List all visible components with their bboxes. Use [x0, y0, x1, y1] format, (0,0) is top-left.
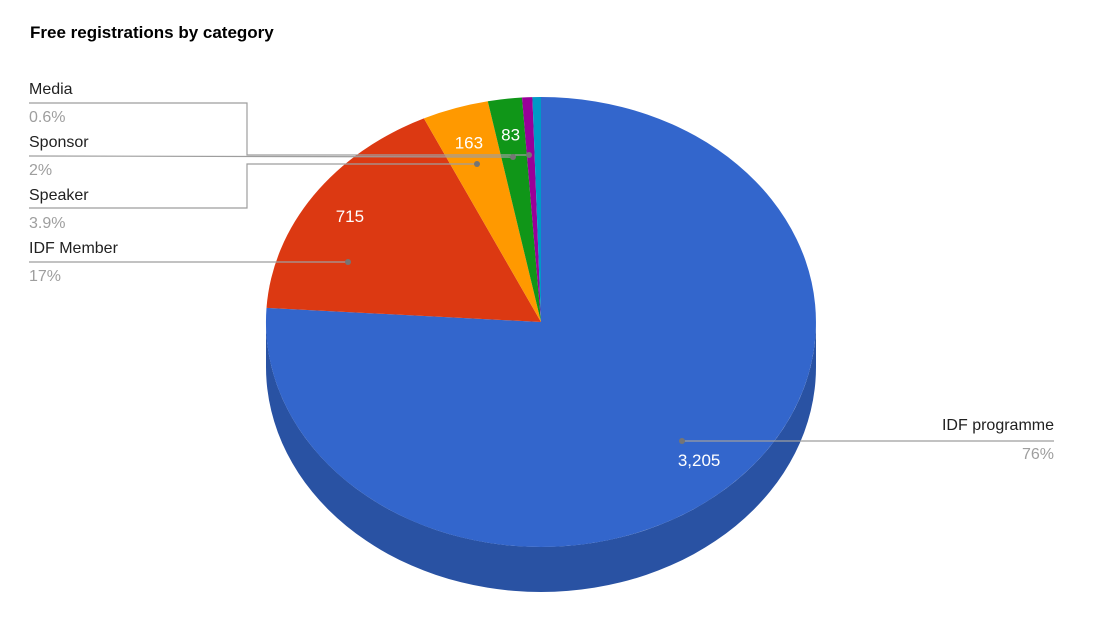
pie-slices [265, 96, 816, 547]
slice-value-label: 3,205 [678, 451, 721, 470]
connector-dot-sponsor [510, 154, 516, 160]
callout-label-media: Media [29, 81, 73, 98]
pie-slice-unlabeled[interactable] [532, 96, 541, 322]
connector-speaker [29, 163, 477, 209]
callout-pct-idf-programme: 76% [1021, 446, 1054, 463]
slice-value-label: 163 [455, 133, 483, 152]
callout-label-idf-member: IDF Member [29, 240, 118, 257]
slice-value-label: 83 [501, 126, 520, 145]
callout-pct-speaker: 3.9% [29, 215, 66, 232]
connector-media [29, 102, 529, 156]
callout-label-idf-programme: IDF programme [941, 417, 1054, 434]
callout-label-sponsor: Sponsor [29, 134, 89, 151]
connector-dot-media [526, 152, 532, 158]
connector-dot-idf-programme [679, 438, 685, 444]
pie-slice-sponsor[interactable] [487, 97, 541, 323]
chart-title: Free registrations by category [30, 23, 274, 42]
pie-slice-idf-programme[interactable] [265, 97, 816, 547]
slice-value-label: 715 [336, 207, 364, 226]
callout-pct-media: 0.6% [29, 109, 66, 126]
pie-slice-idf-member[interactable] [266, 118, 542, 323]
pie-3d-rim [266, 322, 816, 592]
callout-label-speaker: Speaker [29, 187, 89, 204]
callout-connectors [28, 102, 1054, 444]
connector-dot-idf-member [345, 259, 351, 265]
connector-dot-speaker [474, 161, 480, 167]
slice-value-labels: 3,205 715 163 83 [336, 126, 721, 470]
callout-pct-sponsor: 2% [29, 162, 53, 179]
connector-sponsor [28, 155, 514, 158]
callout-pct-idf-member: 17% [29, 268, 62, 285]
